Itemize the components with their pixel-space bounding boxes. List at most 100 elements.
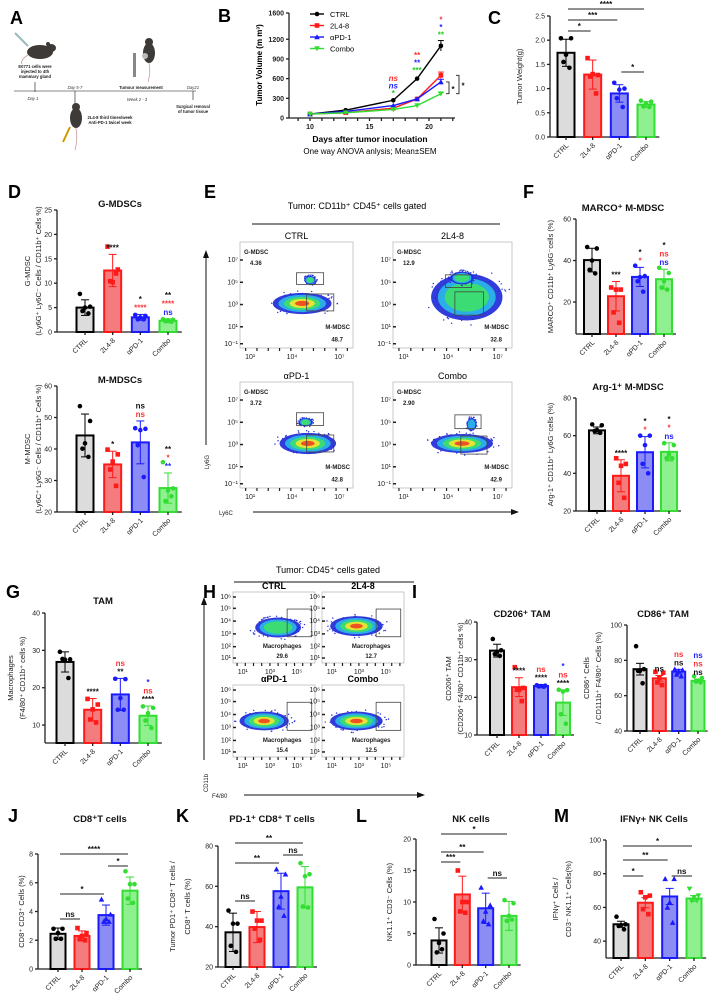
significance-label: **** [86,688,99,697]
y-tick-label: 40 [563,258,571,265]
event-dot [450,322,453,324]
significance-label: *** [588,11,598,20]
gate-box [454,414,482,430]
chart-title: NK cells [452,814,490,825]
significance-label: ** [117,667,124,676]
gate-box [444,274,472,288]
y-axis-label: (Ly6G⁺ Ly6C⁻ Cells / CD11b⁺ Cells %) [34,206,43,336]
flow-plot-ctrl: 10⁷ 10⁵ 10³ 10¹ 10⁻¹ 10¹ 10⁴ 10⁷ CTRL G-MDSC 4.36 M… [224,231,354,361]
density-contour [454,441,470,446]
significance-label: ns [143,687,153,696]
y-tick-label: 40 [593,939,601,946]
chart-title: G-MDSCs [98,199,142,210]
data-point [563,721,569,726]
data-point [55,930,61,936]
y-tick-label: 60 [44,384,52,391]
event-dot [377,726,380,728]
y-tick-label: 20 [563,509,571,516]
y-tick-label: 10⁵ [309,699,320,706]
x-axis-label: Days after tumor inoculation [312,134,427,144]
event-dot [296,290,299,292]
event-dot [467,270,469,273]
event-dot [285,726,288,728]
chart-title: CD206⁺ TAM [493,609,550,620]
data-point [170,486,176,491]
event-dot [385,718,388,721]
significance-label: ns [655,665,665,674]
event-dot [283,291,285,294]
data-point [564,687,570,693]
x-tick-label: 10 [306,124,314,131]
data-point [226,908,231,913]
significance-label: ns [693,651,703,660]
y-tick-label: 10⁵ [220,605,231,612]
significance-label: * [662,241,666,250]
data-point [616,923,622,929]
event-dot [280,638,282,640]
data-point [641,666,647,672]
y-tick-label: 10⁻¹ [377,341,391,348]
data-point [699,675,705,681]
data-point [77,291,83,297]
y-tick-label: 10⁶ [309,687,320,694]
data-point [642,273,648,279]
panel-header: Tumor: CD11b⁺ CD45⁺ cells gated [288,201,427,211]
panel-letter-k: K [176,806,189,826]
data-point [611,310,616,315]
event-dot [329,628,331,630]
data-point [112,676,118,682]
data-point [640,461,645,467]
data-point [93,720,99,725]
significance-label: ns [389,74,399,83]
y-tick-label: 10¹ [228,464,239,471]
x-tick-label: 10⁵ [381,669,392,676]
y-tick-label: 10⁵ [227,419,238,426]
data-point [563,52,569,58]
y-axis-label: IFNγ⁺ Cells / [551,877,560,921]
data-point [163,498,168,504]
data-point [675,668,682,674]
flow-plot-apd-1: 10⁷ 10⁵ 10³ 10¹ 10⁻¹ 10¹ 10⁴ 10⁷ αPD-1 G-MDSC 3.72… [224,371,354,501]
y-axis-label: Tumor PD1⁺ CD8⁺ T cells / [168,860,177,952]
y-tick-label: 1200 [268,37,284,44]
data-point [314,46,320,52]
data-point [165,488,171,493]
data-point [662,875,668,882]
data-point [233,949,239,955]
event-dot [465,270,467,272]
event-dot [327,432,330,435]
data-point [436,940,442,946]
event-dot [301,626,304,629]
data-point [691,895,697,901]
data-point [519,698,525,704]
y-tick-label: 10³ [310,631,321,638]
y-tick-label: 900 [272,56,284,63]
event-dot [450,272,452,274]
event-dot [270,302,273,304]
bar-ctrl [632,668,648,733]
significance-label: ns [693,660,703,669]
event-dot [254,630,256,632]
data-point [235,921,240,926]
y-tick-label: 15 [44,256,52,263]
data-point [80,446,85,451]
y-tick-label: 10¹ [221,655,232,662]
significance-label: * [638,256,642,265]
panel-letter-e: E [204,182,216,202]
event-dot [354,613,356,616]
gate-value: 42.8 [331,478,343,484]
data-point [110,459,115,464]
y-tick-label: 0 [48,330,52,337]
y-tick-label: 10⁷ [381,397,392,404]
y-tick-label: 10⁵ [220,699,231,706]
data-point [90,707,95,712]
event-dot [492,446,495,448]
y-tick-label: 60 [563,217,571,224]
y-axis-label: CD8⁺ CD3⁺ Cells (%) [17,875,26,948]
y-tick-label: 30 [32,648,40,655]
significance-label: ns [664,432,674,441]
data-point [558,35,564,41]
significance-label: ** [642,851,649,860]
arrow-head-icon [417,792,425,798]
y-axis-label: (Ly6C⁺ Ly6G⁻ Cells / CD11b⁺ Cells %) [34,384,43,514]
